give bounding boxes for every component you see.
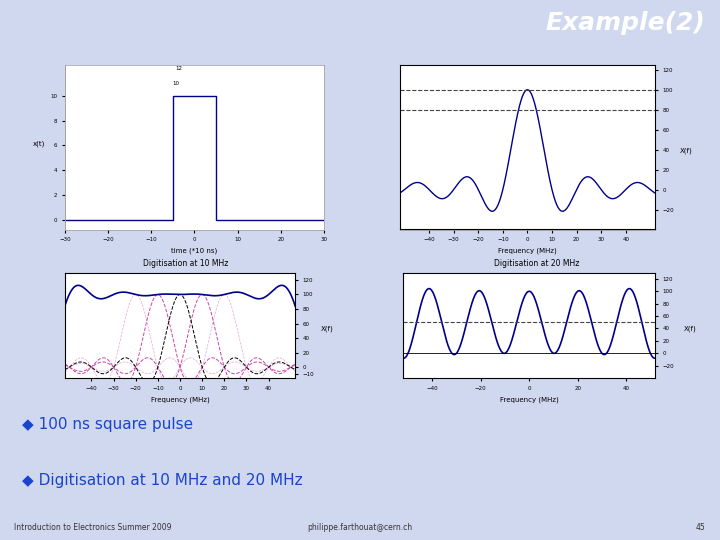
Text: Digitisation at 20 MHz: Digitisation at 20 MHz <box>494 259 579 268</box>
X-axis label: Frequency (MHz): Frequency (MHz) <box>150 396 210 403</box>
X-axis label: time (*10 ns): time (*10 ns) <box>171 248 217 254</box>
Text: ◆ Digitisation at 10 MHz and 20 MHz: ◆ Digitisation at 10 MHz and 20 MHz <box>22 474 302 488</box>
Text: 10: 10 <box>173 81 180 86</box>
Text: Example(2): Example(2) <box>546 11 706 35</box>
Y-axis label: X(f): X(f) <box>680 147 692 154</box>
X-axis label: Frequency (MHz): Frequency (MHz) <box>498 248 557 254</box>
Y-axis label: X(f): X(f) <box>684 325 697 332</box>
Text: 45: 45 <box>696 523 706 531</box>
Text: Digitisation at 10 MHz: Digitisation at 10 MHz <box>143 259 228 268</box>
Y-axis label: X(f): X(f) <box>321 325 334 332</box>
Text: ◆ 100 ns square pulse: ◆ 100 ns square pulse <box>22 417 193 433</box>
Text: Introduction to Electronics Summer 2009: Introduction to Electronics Summer 2009 <box>14 523 172 531</box>
X-axis label: Frequency (MHz): Frequency (MHz) <box>500 396 559 403</box>
Y-axis label: x(t): x(t) <box>32 140 45 147</box>
Text: philippe.farthouat@cern.ch: philippe.farthouat@cern.ch <box>307 523 413 531</box>
Text: 12: 12 <box>175 66 182 71</box>
